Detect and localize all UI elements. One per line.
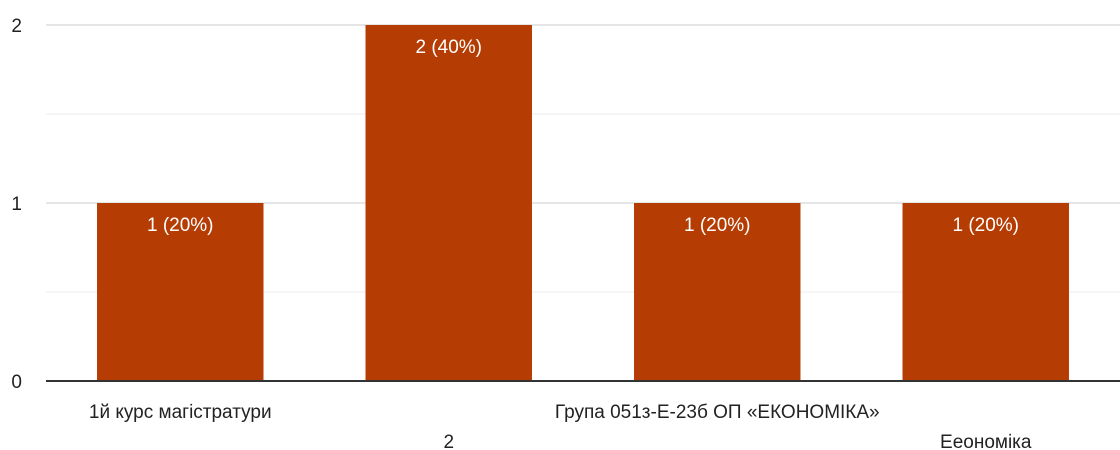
bars [97, 25, 1069, 381]
data-label: 1 (20%) [684, 215, 751, 236]
y-tick-label: 2 [11, 16, 22, 37]
bar [634, 203, 801, 381]
y-tick-label: 1 [11, 194, 22, 215]
bar [365, 25, 532, 381]
data-label: 1 (20%) [952, 215, 1019, 236]
x-axis-labels: 1й курс магістратури 2 Група 051з-Е-23б ОП… [89, 402, 1032, 450]
x-tick-label: Група 051з-Е-23б ОП «ЕКОНОМІКА» [555, 402, 880, 423]
bar [97, 203, 264, 381]
x-tick-label: 1й курс магістратури [89, 402, 272, 423]
data-label: 1 (20%) [147, 215, 214, 236]
y-axis-ticks: 0 1 2 [11, 16, 22, 393]
x-tick-label: 2 [443, 432, 454, 450]
bar [902, 203, 1069, 381]
data-labels: 1 (20%) 2 (40%) 1 (20%) 1 (20%) [147, 37, 1019, 236]
x-tick-label: Еeономіка [940, 432, 1032, 450]
data-label: 2 (40%) [415, 37, 482, 58]
y-tick-label: 0 [11, 372, 22, 393]
